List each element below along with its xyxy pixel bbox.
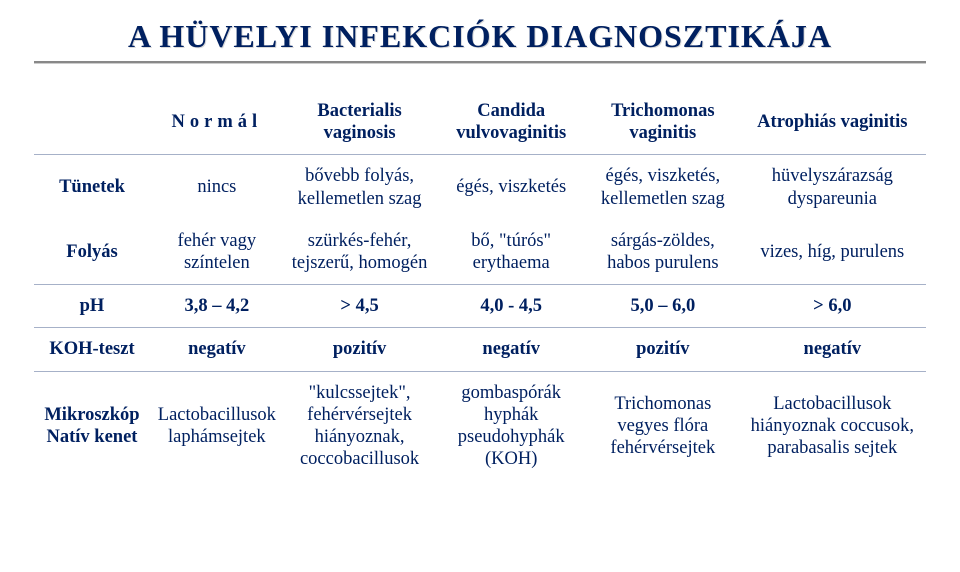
cell: > 6,0	[739, 285, 926, 328]
cell: bővebb folyás, kellemetlen szag	[284, 155, 436, 220]
cell: > 4,5	[284, 285, 436, 328]
cell: bő, "túrós" erythaema	[435, 220, 587, 285]
row-label-mikroszkop: Mikroszkóp Natív kenet	[34, 371, 150, 480]
cell: gombaspórák hyphák pseudohyphák (KOH)	[435, 371, 587, 480]
cell: 3,8 – 4,2	[150, 285, 284, 328]
cell: Trichomonas vegyes flóra fehérvérsejtek	[587, 371, 739, 480]
cell: pozitív	[587, 328, 739, 371]
row-label-tunetek: Tünetek	[34, 155, 150, 220]
cell: nincs	[150, 155, 284, 220]
col-header-trichomonas: Trichomonas vaginitis	[587, 90, 739, 155]
cell: szürkés-fehér, tejszerű, homogén	[284, 220, 436, 285]
table-row: pH 3,8 – 4,2 > 4,5 4,0 - 4,5 5,0 – 6,0 >…	[34, 285, 926, 328]
col-header-empty	[34, 90, 150, 155]
table-row: Tünetek nincs bővebb folyás, kellemetlen…	[34, 155, 926, 220]
row-label-ph: pH	[34, 285, 150, 328]
cell: pozitív	[284, 328, 436, 371]
table-header-row: Normál Bacterialis vaginosis Candida vul…	[34, 90, 926, 155]
horizontal-rule	[34, 61, 926, 64]
table-row: KOH-teszt negatív pozitív negatív pozití…	[34, 328, 926, 371]
row-label-koh: KOH-teszt	[34, 328, 150, 371]
cell: fehér vagy színtelen	[150, 220, 284, 285]
cell: Lactobacillusok hiányoznak coccusok, par…	[739, 371, 926, 480]
cell: negatív	[150, 328, 284, 371]
cell: vizes, híg, purulens	[739, 220, 926, 285]
cell: égés, viszketés, kellemetlen szag	[587, 155, 739, 220]
table-row: Mikroszkóp Natív kenet Lactobacillusok l…	[34, 371, 926, 480]
page-title: A HÜVELYI INFEKCIÓK DIAGNOSZTIKÁJA	[34, 18, 926, 55]
table-row: Folyás fehér vagy színtelen szürkés-fehé…	[34, 220, 926, 285]
row-label-folyas: Folyás	[34, 220, 150, 285]
cell: hüvelyszárazság dyspareunia	[739, 155, 926, 220]
cell: 4,0 - 4,5	[435, 285, 587, 328]
col-header-bacterialis: Bacterialis vaginosis	[284, 90, 436, 155]
col-header-normal: Normál	[150, 90, 284, 155]
col-header-candida: Candida vulvovaginitis	[435, 90, 587, 155]
diagnostic-table: Normál Bacterialis vaginosis Candida vul…	[34, 90, 926, 480]
cell: "kulcssejtek", fehérvérsejtek hiányoznak…	[284, 371, 436, 480]
cell: negatív	[435, 328, 587, 371]
cell: Lactobacillusok laphámsejtek	[150, 371, 284, 480]
col-header-atrophias: Atrophiás vaginitis	[739, 90, 926, 155]
cell: sárgás-zöldes, habos purulens	[587, 220, 739, 285]
cell: 5,0 – 6,0	[587, 285, 739, 328]
cell: negatív	[739, 328, 926, 371]
cell: égés, viszketés	[435, 155, 587, 220]
